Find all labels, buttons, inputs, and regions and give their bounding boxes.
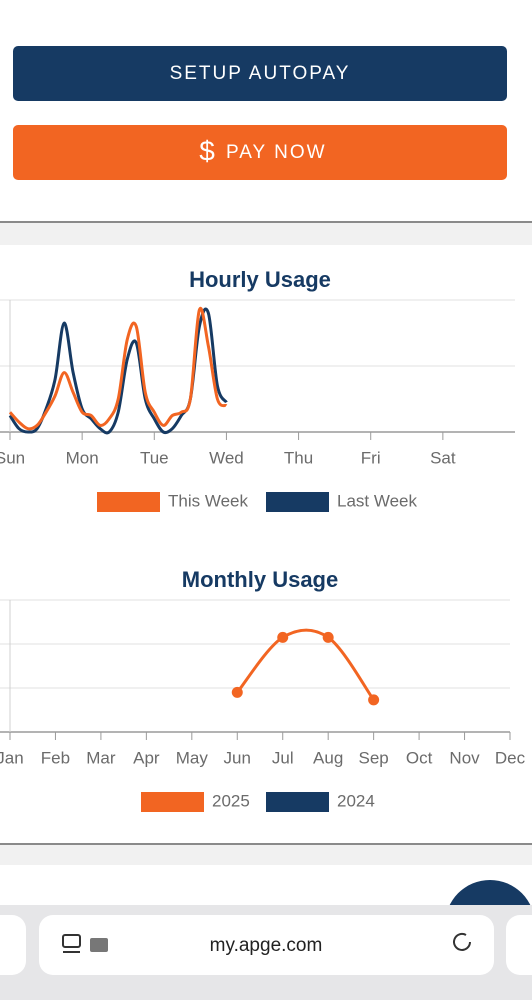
x-tick-label: Nov [449,748,480,767]
pay-now-button[interactable] [13,125,507,180]
x-tick-label: Oct [406,748,433,767]
url: my.apge.com [210,935,323,956]
point [231,686,243,698]
legend-swatch [141,792,204,812]
point [322,631,334,643]
x-tick-label: Dec [495,748,526,767]
setup-autopay-button[interactable] [13,46,507,101]
x-tick-label: Feb [41,748,70,767]
button-label: PAY NOW [226,142,327,163]
usage-card [0,245,532,843]
x-tick-label: Apr [133,748,160,767]
card-shadow [0,221,532,223]
legend-label: 2025 [212,791,250,810]
chart-title: Hourly Usage [189,267,331,292]
tab-preview[interactable] [0,915,26,975]
x-tick-label: May [176,748,209,767]
point [277,631,289,643]
address-bar[interactable] [39,915,494,975]
x-tick-label: Mon [66,448,99,467]
legend-swatch [266,492,329,512]
x-tick-label: Jul [272,748,294,767]
x-tick-label: Jun [224,748,251,767]
x-tick-label: Fri [361,448,381,467]
point [368,694,380,706]
tab-preview[interactable] [506,915,532,975]
button-label: SETUP AUTOPAY [170,63,351,84]
card-shadow [0,843,532,845]
series-line [236,628,375,701]
series-line [8,306,228,431]
dollar-icon: $ [199,135,215,166]
reader-icon [62,934,108,953]
x-tick-label: Tue [140,448,169,467]
x-tick-label: Wed [209,448,244,467]
x-tick-label: Sat [430,448,456,467]
x-tick-label: Aug [313,748,343,767]
legend-swatch [97,492,160,512]
legend-label: Last Week [337,491,418,510]
x-tick-label: Jan [0,748,24,767]
legend-label: 2024 [337,791,375,810]
payment-card [0,0,532,222]
legend-swatch [266,792,329,812]
x-tick-label: Thu [284,448,313,467]
x-tick-label: Sep [359,748,389,767]
legend-label: This Week [168,491,248,510]
x-tick-label: Sun [0,448,25,467]
x-tick-label: Mar [86,748,116,767]
reload-icon[interactable] [453,932,471,951]
chart-title: Monthly Usage [182,567,338,592]
